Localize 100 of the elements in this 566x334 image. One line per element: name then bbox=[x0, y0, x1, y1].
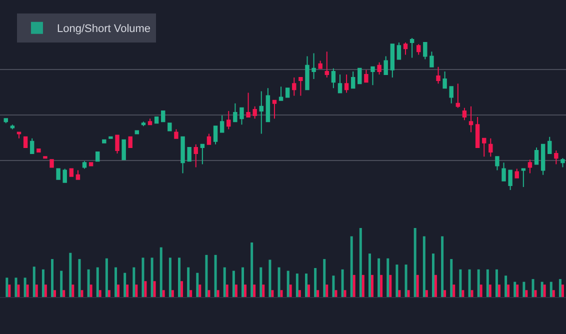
bar bbox=[60, 270, 63, 297]
bar bbox=[477, 269, 480, 297]
candlestick bbox=[468, 106, 474, 133]
bar bbox=[326, 284, 328, 297]
bar bbox=[561, 284, 564, 297]
candlestick bbox=[560, 158, 565, 168]
candlestick bbox=[449, 86, 454, 104]
bar bbox=[344, 290, 346, 297]
bar bbox=[522, 282, 526, 297]
candlestick bbox=[69, 168, 74, 177]
bar bbox=[558, 279, 562, 297]
candlestick bbox=[364, 69, 368, 83]
candlestick bbox=[540, 144, 546, 176]
candlestick bbox=[148, 118, 152, 126]
bar bbox=[450, 259, 453, 297]
candlestick bbox=[272, 100, 277, 120]
bar bbox=[368, 254, 371, 297]
candlestick bbox=[324, 51, 329, 78]
candlestick bbox=[298, 77, 303, 96]
bar bbox=[462, 290, 464, 297]
candlestick bbox=[495, 156, 500, 171]
candlestick bbox=[338, 74, 342, 94]
candlestick bbox=[76, 170, 80, 180]
candlestick bbox=[488, 138, 493, 158]
bar bbox=[35, 284, 38, 297]
bar bbox=[14, 278, 18, 297]
bar bbox=[6, 278, 8, 297]
bar bbox=[234, 284, 238, 297]
candlestick bbox=[475, 116, 480, 148]
candlestick bbox=[410, 37, 414, 58]
bar bbox=[216, 290, 220, 297]
bar bbox=[124, 272, 126, 297]
candlestick bbox=[416, 44, 421, 56]
bar bbox=[416, 274, 419, 297]
candlestick bbox=[115, 134, 120, 154]
bar bbox=[514, 282, 516, 297]
candlestick bbox=[23, 136, 28, 148]
bar bbox=[296, 274, 298, 297]
candlestick bbox=[403, 42, 408, 56]
candlestick bbox=[318, 60, 322, 69]
bar bbox=[126, 284, 129, 297]
bar bbox=[17, 284, 20, 297]
candlestick bbox=[259, 90, 264, 134]
bar bbox=[171, 290, 174, 297]
bar bbox=[488, 284, 492, 297]
bar bbox=[398, 290, 401, 297]
bar bbox=[32, 266, 36, 297]
candlestick bbox=[128, 136, 132, 148]
bar bbox=[441, 236, 444, 297]
bar bbox=[552, 290, 555, 297]
bar bbox=[205, 254, 208, 297]
candlestick bbox=[377, 62, 382, 75]
candlestick bbox=[88, 162, 94, 166]
candlestick bbox=[312, 52, 316, 80]
bar bbox=[468, 269, 471, 297]
candlestick bbox=[344, 74, 349, 94]
bar bbox=[286, 270, 290, 297]
bar bbox=[135, 284, 138, 297]
bar bbox=[214, 254, 217, 297]
candlestick bbox=[56, 168, 60, 180]
candlestick bbox=[240, 107, 244, 126]
bar bbox=[289, 284, 292, 297]
bar bbox=[42, 269, 44, 297]
bar bbox=[341, 269, 344, 297]
candlestick bbox=[226, 110, 231, 130]
bar bbox=[51, 259, 54, 297]
candlestick bbox=[43, 156, 48, 159]
bar bbox=[132, 267, 136, 297]
bar bbox=[498, 284, 500, 297]
bar bbox=[271, 290, 274, 297]
candlestick bbox=[370, 66, 375, 86]
bar bbox=[8, 284, 11, 297]
candlestick bbox=[134, 130, 140, 134]
bar bbox=[396, 264, 398, 297]
candlestick bbox=[390, 44, 395, 78]
legend-label: Long/Short Volume bbox=[56, 23, 151, 36]
candlestick bbox=[396, 42, 402, 60]
bar bbox=[314, 268, 317, 297]
bar bbox=[352, 274, 356, 297]
candlestick bbox=[384, 56, 388, 75]
bar bbox=[244, 284, 246, 297]
candlestick bbox=[482, 138, 486, 158]
candlestick bbox=[16, 132, 22, 139]
candlestick bbox=[508, 170, 512, 191]
bar bbox=[425, 290, 428, 297]
candlestick bbox=[206, 133, 212, 145]
candlestick bbox=[102, 139, 106, 144]
bar bbox=[432, 254, 434, 297]
candlestick bbox=[534, 146, 539, 165]
bar bbox=[24, 278, 26, 297]
candlestick bbox=[233, 102, 238, 122]
bar bbox=[162, 290, 165, 297]
bar bbox=[407, 290, 410, 297]
candlestick bbox=[266, 88, 270, 122]
bar bbox=[208, 290, 210, 297]
bar bbox=[534, 290, 537, 297]
candlestick bbox=[331, 68, 336, 89]
bar bbox=[226, 284, 228, 297]
bar bbox=[80, 290, 84, 297]
candlestick bbox=[154, 116, 159, 124]
